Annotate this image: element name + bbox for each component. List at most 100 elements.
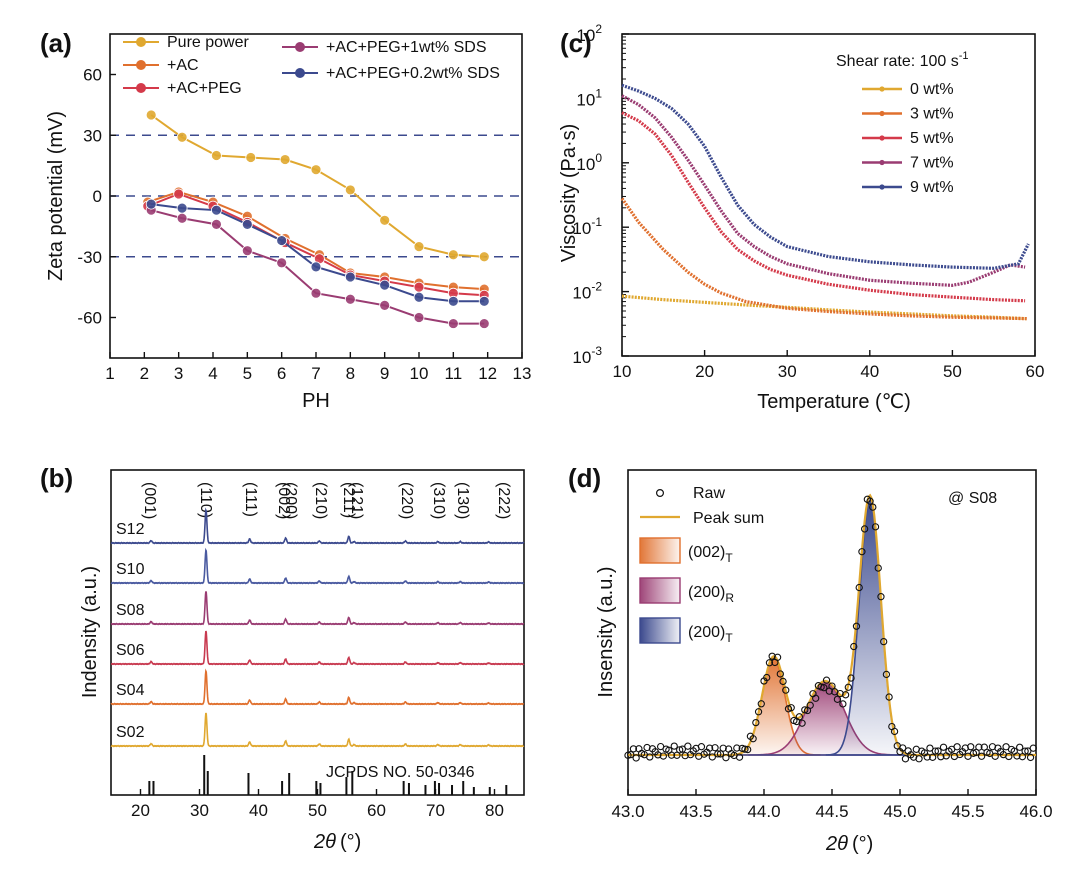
- raw-point: [678, 745, 687, 753]
- legend-marker: [295, 42, 305, 52]
- raw-point: [757, 700, 765, 708]
- x-tick-label: 44.5: [815, 802, 848, 821]
- legend-title: Shear rate: 100 s-1: [836, 50, 969, 70]
- x-tick-label: 50: [308, 801, 327, 820]
- raw-point: [735, 753, 744, 761]
- legend-label: +AC+PEG: [167, 80, 242, 97]
- raw-point: [749, 735, 757, 743]
- data-point: [447, 249, 459, 261]
- raw-point: [744, 745, 752, 754]
- raw-point: [844, 683, 852, 691]
- data-point: [447, 295, 459, 307]
- sample-label: S12: [116, 521, 145, 538]
- data-point: [279, 154, 291, 165]
- xrd-pattern: [110, 630, 525, 666]
- raw-point: [850, 642, 858, 651]
- raw-point: [937, 753, 945, 761]
- raw-point: [836, 689, 844, 698]
- raw-point: [858, 548, 866, 556]
- raw-point: [822, 676, 831, 684]
- x-tick-label: 80: [485, 801, 504, 820]
- raw-point: [833, 695, 842, 703]
- raw-point: [697, 743, 706, 751]
- raw-point: [1026, 753, 1035, 762]
- data-point: [211, 218, 222, 230]
- raw-point: [763, 673, 771, 682]
- raw-point: [779, 677, 787, 686]
- legend-swatch: [639, 617, 681, 644]
- raw-point: [773, 653, 782, 661]
- x-tick-label: 1: [105, 364, 114, 383]
- x-tick-label: 43.5: [679, 802, 712, 821]
- raw-point: [1029, 744, 1037, 752]
- data-point: [344, 271, 356, 283]
- panel-c-frame: [621, 33, 1036, 357]
- raw-point: [847, 674, 855, 682]
- data-point: [478, 318, 490, 329]
- raw-point: [754, 708, 763, 716]
- raw-point: [798, 719, 806, 727]
- legend-marker: [136, 60, 146, 70]
- raw-point: [795, 713, 804, 721]
- raw-point: [926, 744, 934, 752]
- y-tick-label: 101: [576, 86, 602, 109]
- raw-point: [1018, 753, 1027, 761]
- panel-d-xlabel: 2θ (°): [825, 833, 873, 855]
- x-tick-label: 10: [410, 364, 429, 383]
- panel-c-xlabel: Temperature (℃): [757, 391, 911, 413]
- raw-point: [928, 753, 937, 761]
- raw-point: [882, 670, 891, 679]
- data-point: [478, 251, 490, 263]
- raw-point: [752, 718, 760, 727]
- raw-point: [708, 753, 716, 761]
- legend-label: 7 wt%: [910, 155, 954, 172]
- raw-point: [991, 752, 999, 760]
- sample-label: S04: [116, 682, 145, 699]
- data-point: [413, 241, 425, 253]
- raw-point: [874, 564, 882, 572]
- x-tick-label: 11: [445, 364, 463, 383]
- raw-point: [787, 704, 795, 712]
- raw-point: [877, 593, 885, 601]
- x-tick-label: 40: [860, 362, 879, 381]
- legend-label: 5 wt%: [910, 130, 954, 147]
- xrd-pattern: [110, 507, 525, 545]
- raw-point: [915, 755, 923, 763]
- panel-b-ylabel: Indensity (a.u.): [79, 566, 101, 698]
- y-tick-label: 60: [83, 66, 102, 85]
- raw-point: [806, 701, 814, 709]
- x-tick-label: 5: [243, 364, 252, 383]
- raw-point: [681, 752, 689, 760]
- panel-a-label: (a): [40, 28, 72, 58]
- raw-point: [1024, 747, 1032, 755]
- data-point: [478, 295, 490, 307]
- x-tick-label: 46.0: [1019, 802, 1052, 821]
- peak-label: (222): [495, 482, 512, 519]
- raw-point: [667, 751, 676, 759]
- raw-point: [890, 727, 899, 736]
- raw-point: [828, 682, 836, 690]
- raw-point: [654, 751, 662, 759]
- x-tick-label: 30: [778, 362, 797, 381]
- peak-label: (002): [275, 482, 292, 519]
- series-line: [621, 111, 1026, 303]
- data-point: [276, 257, 288, 269]
- raw-point: [885, 693, 893, 701]
- panel-d-label: (d): [568, 463, 601, 493]
- legend-marker: [879, 110, 885, 117]
- data-point: [379, 299, 391, 311]
- data-point: [211, 204, 222, 216]
- x-tick-label: 7: [311, 364, 320, 383]
- raw-point: [1005, 752, 1013, 761]
- y-tick-label: 100: [576, 151, 602, 174]
- x-tick-label: 12: [478, 364, 497, 383]
- peak-label: (200): [282, 482, 299, 519]
- peak-label: (130): [454, 482, 471, 519]
- data-point: [211, 150, 222, 161]
- peak-label: (110): [197, 482, 214, 518]
- panel-a-xlabel: PH: [302, 390, 330, 412]
- x-tick-label: 60: [367, 801, 386, 820]
- legend-marker: [879, 159, 885, 166]
- y-tick-label: -60: [77, 309, 102, 328]
- panel-b-xrd: (b) Indensity (a.u.) 2θ (°) 20 30 40 50 60 70…: [40, 463, 525, 853]
